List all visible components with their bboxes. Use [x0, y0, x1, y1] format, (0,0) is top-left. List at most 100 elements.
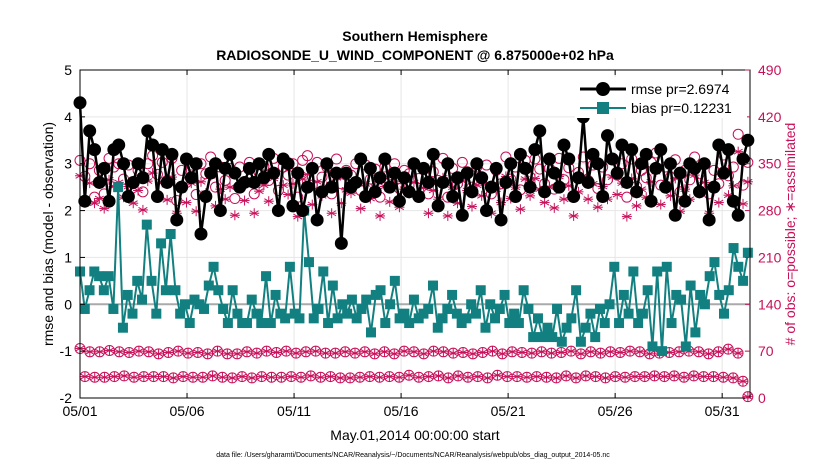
- rmse-point: [630, 185, 644, 199]
- rmse-point: [702, 213, 716, 227]
- bias-point: [342, 308, 353, 319]
- rmse-point: [141, 124, 155, 138]
- obs-assimilated-point: [254, 186, 265, 197]
- rmse-point: [257, 171, 271, 185]
- obs-assimilated-point: [99, 372, 110, 383]
- rmse-point: [296, 204, 310, 218]
- obs-assimilated-point: [187, 372, 198, 383]
- obs-assimilated-point: [369, 348, 380, 359]
- rmse-point: [339, 166, 353, 180]
- obs-assimilated-point: [539, 197, 550, 208]
- obs-assimilated-point: [124, 347, 135, 358]
- obs-assimilated-point: [428, 346, 439, 357]
- x-tick-label: 05/06: [170, 403, 205, 419]
- bias-point: [504, 318, 515, 329]
- obs-assimilated-point: [610, 371, 621, 382]
- rmse-point: [223, 147, 237, 161]
- rmse-point: [722, 143, 736, 157]
- bias-point: [547, 332, 558, 343]
- obs-assimilated-point: [330, 348, 341, 359]
- rmse-point: [426, 147, 440, 161]
- obs-assimilated-point: [433, 370, 444, 381]
- data-file-footnote: data file: /Users/gharamti/Documents/NCA…: [216, 452, 610, 459]
- bias-point: [585, 308, 596, 319]
- obs-assimilated-point: [408, 346, 419, 357]
- obs-assimilated-point: [639, 371, 650, 382]
- left-y-axis-label: rmse and bias (model - observation): [40, 122, 56, 346]
- bias-point: [385, 299, 396, 310]
- rmse-point: [136, 171, 150, 185]
- rmse-point: [581, 175, 595, 189]
- bias-point: [84, 285, 95, 296]
- rmse-point: [310, 213, 324, 227]
- obs-assimilated-point: [693, 346, 704, 357]
- bias-point: [723, 285, 734, 296]
- bias-point: [156, 238, 167, 249]
- bias-point: [719, 308, 730, 319]
- obs-assimilated-point: [600, 372, 611, 383]
- bias-point: [714, 289, 725, 300]
- bias-point: [552, 303, 563, 314]
- obs-assimilated-point: [138, 371, 149, 382]
- left-y-tick-label: -1: [60, 343, 73, 359]
- obs-assimilated-point: [621, 211, 632, 222]
- bias-point: [461, 313, 472, 324]
- obs-assimilated-point: [615, 347, 626, 358]
- bias-point: [127, 308, 138, 319]
- rmse-point: [412, 190, 426, 204]
- obs-assimilated-point: [178, 371, 189, 382]
- plot-frame: [79, 69, 751, 399]
- rmse-point: [513, 147, 527, 161]
- rmse-point: [465, 185, 479, 199]
- bias-point: [599, 318, 610, 329]
- obs-assimilated-point: [413, 372, 424, 383]
- bias-point: [332, 313, 343, 324]
- obs-assimilated-point: [521, 372, 532, 383]
- bias-point: [117, 322, 128, 333]
- rmse-point: [726, 194, 740, 208]
- obs-assimilated-point: [325, 371, 336, 382]
- obs-assimilated-point: [467, 348, 478, 359]
- obs-assimilated-point: [239, 195, 250, 206]
- rmse-point: [329, 166, 343, 180]
- obs-assimilated-point: [669, 370, 680, 381]
- right-y-axis-label: # of obs: o=possible; ∗=assimilated: [782, 123, 798, 346]
- rmse-point: [247, 175, 261, 189]
- rmse-point: [654, 143, 668, 157]
- bias-point: [294, 313, 305, 324]
- bias-point: [428, 280, 439, 291]
- obs-assimilated-point: [276, 372, 287, 383]
- obs-assimilated-point: [477, 347, 488, 358]
- bias-point: [337, 299, 348, 310]
- rmse-point: [436, 175, 450, 189]
- obs-assimilated-point: [507, 346, 518, 357]
- rmse-point: [673, 166, 687, 180]
- obs-assimilated-point: [133, 185, 144, 196]
- obs-assimilated-point: [674, 346, 685, 357]
- obs-assimilated-point: [143, 346, 154, 357]
- rmse-point: [281, 157, 295, 171]
- bias-point: [227, 285, 238, 296]
- rmse-point: [175, 180, 189, 194]
- obs-assimilated-point: [326, 208, 337, 219]
- bias-point: [695, 289, 706, 300]
- obs-assimilated-point: [708, 371, 719, 382]
- rmse-point: [678, 194, 692, 208]
- obs-assimilated-point: [546, 348, 557, 359]
- obs-assimilated-point: [728, 372, 739, 383]
- bias-point: [241, 318, 252, 329]
- bias-point: [141, 219, 152, 230]
- obs-assimilated-point: [399, 346, 410, 357]
- obs-assimilated-point: [515, 204, 526, 215]
- obs-assimilated-point: [271, 347, 282, 358]
- legend-rmse-marker: [596, 82, 610, 96]
- bias-point: [642, 285, 653, 296]
- rmse-point: [363, 161, 377, 175]
- obs-assimilated-point: [688, 370, 699, 381]
- bias-point: [680, 341, 691, 352]
- rmse-point: [504, 157, 518, 171]
- obs-assimilated-point: [305, 370, 316, 381]
- bias-point: [151, 308, 162, 319]
- obs-assimilated-point: [713, 197, 724, 208]
